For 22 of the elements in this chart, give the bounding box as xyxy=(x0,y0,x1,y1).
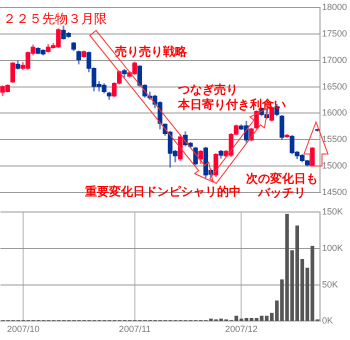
chart-title: ２２５先物３月限 xyxy=(3,10,107,26)
y-tick-label: 100K xyxy=(322,242,344,253)
annotation: バッチリ xyxy=(257,185,306,200)
y-tick-label: 16000 xyxy=(322,108,348,118)
y-tick-label: 0K xyxy=(322,316,334,326)
annotation: 次の変化日も xyxy=(246,171,318,186)
y-tick-label: 18000 xyxy=(322,2,348,12)
y-tick-label: 15500 xyxy=(322,134,348,144)
annotation: つなぎ売り xyxy=(177,82,238,96)
annotation: 本日寄り付き利食い xyxy=(177,97,286,112)
x-tick-label: 2007/11 xyxy=(118,324,151,334)
y-tick-label: 17500 xyxy=(322,28,348,38)
y-tick-label: 150K xyxy=(322,206,344,216)
x-tick-label: 2007/10 xyxy=(7,324,40,334)
y-tick-label: 16500 xyxy=(322,81,348,92)
y-tick-label: 15000 xyxy=(322,160,348,171)
annotation: 売り売り戦略 xyxy=(115,44,188,58)
y-tick-label: 17000 xyxy=(322,54,348,65)
y-tick-label: 50K xyxy=(322,279,338,290)
x-tick-label: 2007/12 xyxy=(225,324,258,334)
y-tick-label: 14500 xyxy=(322,187,348,198)
annotation: 重要変化日ドンピシャリ的中 xyxy=(84,184,241,198)
